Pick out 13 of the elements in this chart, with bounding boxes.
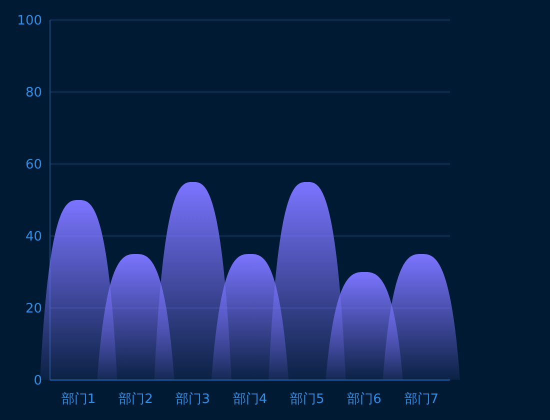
y-tick-label: 60 xyxy=(25,158,42,173)
y-tick-label: 40 xyxy=(25,230,42,245)
x-tick-label: 部门5 xyxy=(290,391,324,407)
y-tick-label: 20 xyxy=(25,302,42,317)
y-tick-label: 80 xyxy=(25,86,42,101)
x-tick-label: 部门3 xyxy=(176,391,210,407)
x-tick-label: 部门2 xyxy=(118,391,153,407)
y-tick-label: 100 xyxy=(17,14,42,29)
x-tick-label: 部门1 xyxy=(61,391,96,407)
x-tick-label: 部门7 xyxy=(404,391,439,407)
x-tick-label: 部门4 xyxy=(232,391,268,407)
x-tick-label: 部门6 xyxy=(347,391,382,407)
y-tick-label: 0 xyxy=(34,374,42,389)
